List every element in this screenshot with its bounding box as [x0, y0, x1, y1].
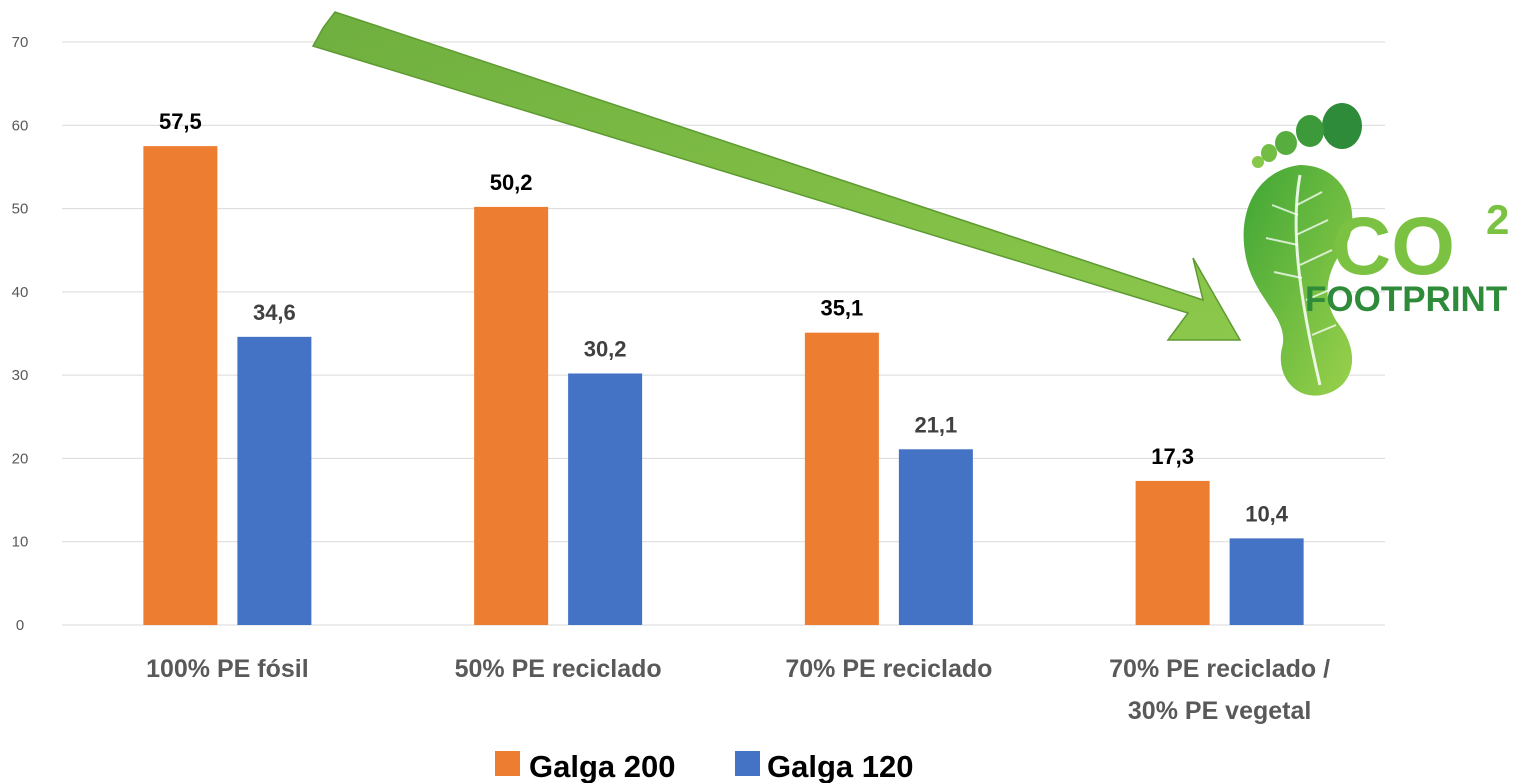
category-label: 50% PE reciclado: [455, 655, 662, 683]
category-label: 100% PE fósil: [146, 655, 309, 683]
y-tick-label: 50: [12, 201, 29, 218]
co2-footprint-logo: CO 2 FOOTPRINT: [1243, 103, 1509, 396]
data-label: 57,5: [159, 109, 202, 134]
category-labels: 100% PE fósil 50% PE reciclado 70% PE reci…: [146, 655, 1330, 725]
bar-galga-120: [1229, 538, 1304, 625]
legend-swatch-galga-200: [495, 751, 520, 776]
y-tick-label: 60: [12, 117, 29, 134]
data-label: 34,6: [253, 300, 296, 325]
category-label: 70% PE reciclado: [785, 655, 992, 683]
footprint-text: FOOTPRINT: [1305, 280, 1507, 319]
y-tick-label: 20: [12, 450, 29, 467]
y-tick-label: 70: [12, 34, 29, 51]
y-tick-label: 40: [12, 284, 29, 301]
data-labels: 57,5 34,6 50,2 30,2 35,1 21,1 17,3 10,4: [159, 109, 1289, 526]
legend-label-galga-200: Galga 200: [529, 749, 675, 783]
legend: Galga 200 Galga 120: [495, 749, 913, 783]
co2-superscript: 2: [1486, 196, 1509, 243]
data-label: 35,1: [820, 296, 863, 321]
bars: [143, 146, 1304, 626]
data-label: 17,3: [1151, 444, 1194, 469]
y-tick-label: 30: [12, 367, 29, 384]
category-label: 70% PE reciclado /: [1109, 655, 1330, 683]
data-label: 50,2: [490, 170, 533, 195]
data-label: 10,4: [1245, 501, 1289, 526]
bar-galga-120: [898, 449, 973, 625]
bar-galga-200: [474, 206, 549, 626]
data-label: 30,2: [584, 336, 627, 361]
y-tick-label: 10: [12, 534, 29, 551]
leaf-footprint-icon: [1243, 103, 1362, 396]
co2-text: CO: [1332, 201, 1455, 292]
bar-galga-200: [804, 332, 879, 625]
y-tick-label: 0: [16, 617, 24, 634]
legend-label-galga-120: Galga 120: [767, 749, 913, 783]
category-label: 30% PE vegetal: [1128, 697, 1311, 725]
bar-galga-120: [237, 336, 312, 625]
trend-arrow-icon: [311, 11, 1242, 341]
bar-galga-200: [1135, 480, 1210, 625]
bar-galga-200: [143, 146, 218, 625]
legend-swatch-galga-120: [735, 751, 760, 776]
data-label: 21,1: [914, 412, 957, 437]
bar-galga-120: [568, 373, 643, 625]
y-axis-ticks: 0 10 20 30 40 50 60 70: [12, 34, 29, 634]
